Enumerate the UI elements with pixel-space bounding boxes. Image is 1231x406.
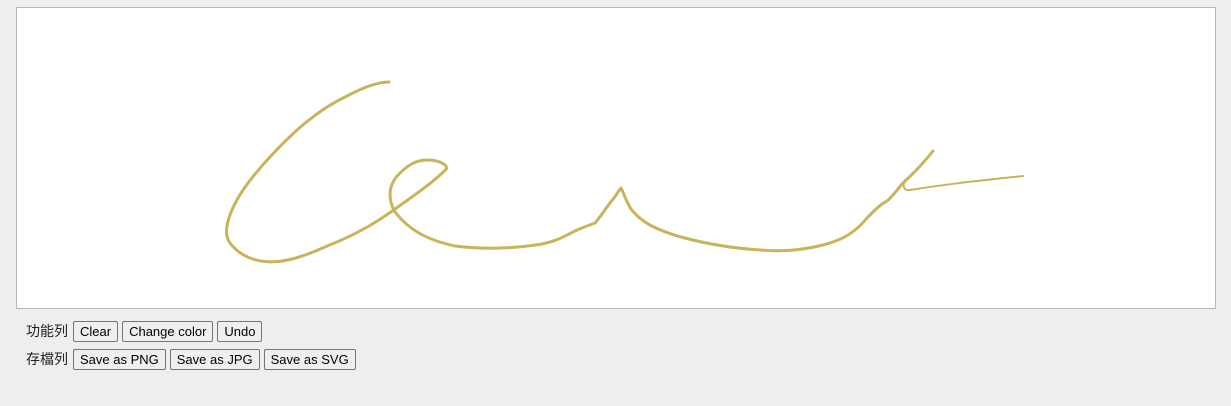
undo-button[interactable]: Undo bbox=[217, 320, 263, 342]
save-png-button[interactable]: Save as PNG bbox=[73, 348, 166, 370]
signature-stroke bbox=[225, 80, 935, 264]
signature-pad[interactable] bbox=[16, 7, 1216, 309]
change-color-button[interactable]: Change color bbox=[122, 320, 214, 342]
savebar-row: 存檔列 Save as PNG Save as JPG Save as SVG bbox=[26, 348, 356, 370]
toolbar-row: 功能列 Clear Change color Undo bbox=[26, 320, 263, 342]
save-svg-button[interactable]: Save as SVG bbox=[263, 348, 356, 370]
save-jpg-button[interactable]: Save as JPG bbox=[169, 348, 260, 370]
savebar-label: 存檔列 bbox=[26, 352, 68, 368]
signature-canvas[interactable] bbox=[17, 8, 1215, 308]
signature-stroke bbox=[902, 150, 1024, 192]
toolbar-label: 功能列 bbox=[26, 324, 68, 340]
clear-button[interactable]: Clear bbox=[73, 320, 119, 342]
